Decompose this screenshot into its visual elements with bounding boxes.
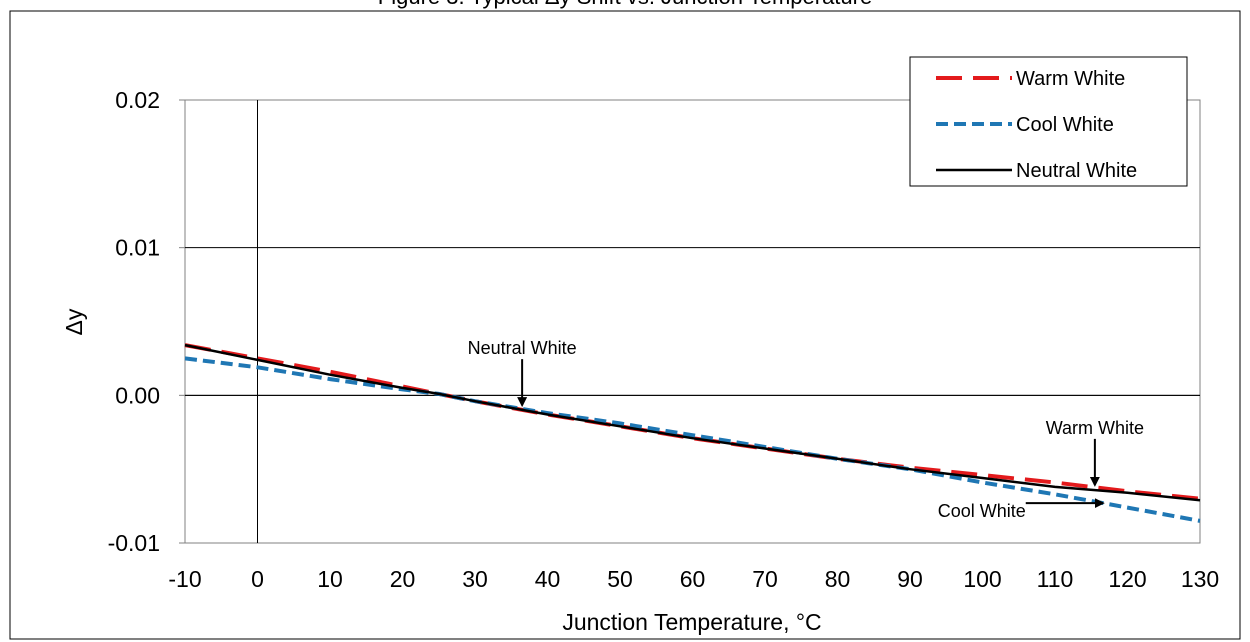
legend-label: Warm White bbox=[1016, 68, 1125, 90]
x-tick-label: 130 bbox=[1181, 566, 1219, 592]
x-tick-label: 110 bbox=[1037, 566, 1074, 592]
x-tick-label: 100 bbox=[963, 566, 1001, 592]
x-tick-label: 90 bbox=[897, 566, 923, 592]
legend-label: Cool White bbox=[1016, 114, 1114, 136]
chart-title: Figure 3. Typical Δy Shift vs. Junction … bbox=[378, 0, 872, 9]
axes bbox=[179, 99, 1200, 544]
chart-border bbox=[9, 10, 1241, 640]
y-tick-label: 0.02 bbox=[115, 87, 160, 113]
legend: Warm White Cool White Neutral White bbox=[909, 56, 1188, 187]
series-line-neutral-white bbox=[184, 343, 1201, 502]
x-tick-label: 50 bbox=[607, 566, 633, 592]
legend-label: Neutral White bbox=[1016, 160, 1137, 182]
x-tick-label: 60 bbox=[680, 566, 706, 592]
tick-labels: -10 0 10 20 30 40 50 60 70 80 90 100 110 120 130 -0.01 0… bbox=[108, 87, 1220, 592]
x-axis-title: Junction Temperature, °C bbox=[562, 609, 821, 635]
y-tick-label: 0.00 bbox=[115, 382, 160, 408]
x-tick-label: 20 bbox=[390, 566, 416, 592]
plot-area bbox=[184, 99, 1201, 544]
annotations: Neutral White Warm White Cool White bbox=[468, 338, 1144, 521]
annotation-label-neutral-white: Neutral White bbox=[468, 338, 577, 358]
x-tick-label: -10 bbox=[168, 566, 201, 592]
x-tick-label: 80 bbox=[825, 566, 851, 592]
series-lines bbox=[184, 343, 1201, 523]
y-tick-label: 0.01 bbox=[115, 235, 160, 261]
x-tick-label: 30 bbox=[462, 566, 488, 592]
annotation-label-warm-white: Warm White bbox=[1046, 418, 1144, 438]
annotation-label-cool-white: Cool White bbox=[938, 501, 1026, 521]
y-tick-label: -0.01 bbox=[108, 530, 160, 556]
series-line-cool-white bbox=[184, 356, 1201, 523]
x-tick-label: 40 bbox=[535, 566, 561, 592]
x-tick-label: 120 bbox=[1108, 566, 1146, 592]
x-tick-label: 0 bbox=[251, 566, 264, 592]
x-tick-label: 70 bbox=[752, 566, 778, 592]
y-axis-title: Δy bbox=[61, 308, 87, 335]
x-tick-label: 10 bbox=[317, 566, 343, 592]
